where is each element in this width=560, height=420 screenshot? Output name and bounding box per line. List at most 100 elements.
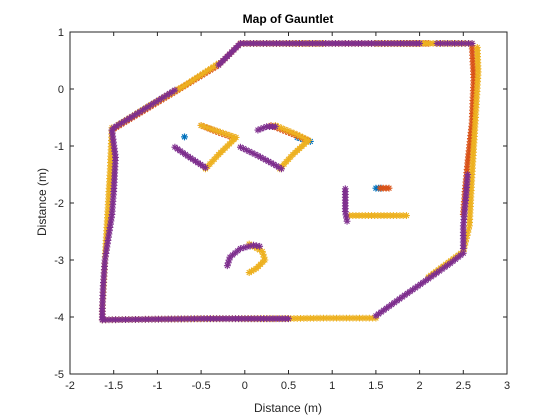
- scatter-point: [401, 291, 409, 299]
- scatter-point: [271, 123, 279, 131]
- scatter-point: [284, 127, 292, 135]
- scatter-point: [251, 150, 259, 158]
- x-axis: -2 -1.5 -1 -0.5 0 0.5 1 1.5 2 2.5 3: [65, 32, 510, 392]
- scatter-point: [182, 80, 190, 88]
- scatter-point: [199, 70, 206, 78]
- scatter-point: [193, 73, 201, 81]
- scatter-point: [210, 126, 218, 134]
- scatter-point: [190, 75, 198, 83]
- y-tick-label: -4: [54, 312, 64, 324]
- scatter-point: [250, 266, 258, 274]
- y-tick-label: 0: [58, 84, 64, 96]
- scatter-point: [168, 88, 176, 96]
- scatter-point: [406, 288, 414, 295]
- y-tick-label: 1: [58, 27, 64, 39]
- scatter-point: [197, 161, 204, 168]
- scatter-point: [441, 263, 449, 271]
- scatter-point: [424, 275, 432, 283]
- scatter-point: [264, 157, 272, 165]
- scatter-point: [163, 91, 171, 99]
- scatter-point: [118, 119, 125, 127]
- scatter-point: [120, 117, 128, 125]
- scatter-point: [464, 228, 472, 236]
- scatter-point: [204, 66, 212, 74]
- scatter-point: [427, 273, 435, 281]
- scatter-point: [248, 149, 256, 157]
- scatter-point: [131, 111, 139, 119]
- scatter-point: [197, 122, 205, 129]
- scatter-point: [123, 116, 131, 124]
- scatter-point: [237, 245, 244, 252]
- scatter-point: [459, 249, 467, 257]
- scatter-point: [209, 63, 217, 71]
- scatter-point: [177, 84, 185, 92]
- scatter-point: [115, 121, 123, 128]
- scatter-point: [174, 85, 182, 93]
- scatter-point: [179, 149, 187, 157]
- scatter-point: [133, 109, 141, 117]
- scatter-point: [422, 277, 430, 285]
- scatter-point: [259, 155, 267, 162]
- scatter-point: [176, 147, 184, 155]
- scatter-point: [147, 101, 155, 109]
- scatter-point: [447, 40, 455, 47]
- x-tick-label: -1: [153, 380, 163, 392]
- scatter-point: [275, 163, 283, 171]
- scatter-point: [454, 40, 462, 47]
- y-tick-label: -2: [54, 198, 64, 210]
- scatter-point: [416, 40, 423, 47]
- scatter-point: [468, 40, 476, 47]
- scatter-point: [256, 242, 264, 250]
- x-tick-label: 3: [504, 380, 510, 392]
- scatter-point: [158, 95, 165, 102]
- scatter-point: [126, 114, 133, 122]
- scatter-point: [171, 143, 179, 151]
- scatter-point: [256, 246, 264, 254]
- scatter-point: [192, 157, 199, 165]
- scatter-point: [258, 248, 266, 255]
- scatter-point: [342, 211, 350, 219]
- x-tick-label: -1.5: [104, 380, 123, 392]
- x-tick-label: 0: [242, 380, 248, 392]
- scatter-point: [166, 90, 173, 97]
- scatter-point: [270, 160, 278, 168]
- scatter-point: [250, 241, 257, 249]
- scatter-point: [444, 261, 451, 269]
- scatter-point: [223, 262, 231, 270]
- scatter-point: [174, 145, 181, 153]
- scatter-point: [398, 293, 406, 301]
- x-tick-label: 1.5: [368, 380, 383, 392]
- scatter-point: [385, 184, 393, 192]
- scatter-point: [461, 40, 469, 47]
- scatter-point: [240, 244, 248, 252]
- scatter-point: [112, 122, 120, 130]
- scatter-point: [403, 290, 411, 297]
- scatter-point: [343, 214, 350, 222]
- scatter-point: [465, 225, 473, 233]
- scatter-point: [302, 135, 310, 143]
- y-tick-label: -5: [54, 369, 64, 381]
- scatter-point: [202, 164, 209, 172]
- scatter-point: [242, 146, 250, 154]
- scatter-point: [433, 40, 441, 47]
- scatter-point: [207, 65, 214, 73]
- scatter-point: [438, 265, 446, 273]
- x-tick-label: 2: [417, 380, 423, 392]
- scatter-point: [290, 129, 298, 137]
- scatter-point: [343, 217, 351, 225]
- scatter-point: [417, 280, 424, 288]
- scatter-point: [458, 40, 465, 47]
- scatter-point: [152, 98, 160, 106]
- scatter-point: [473, 43, 481, 51]
- scatter-point: [128, 113, 136, 120]
- scatter-point: [245, 148, 253, 155]
- scatter-point: [437, 40, 444, 47]
- scatter-point: [279, 126, 287, 134]
- scatter-point: [199, 162, 207, 170]
- scatter-point: [188, 77, 196, 85]
- scatter-point: [254, 152, 262, 160]
- scatter-point: [220, 129, 227, 137]
- scatter-point: [200, 123, 208, 131]
- scatter-point: [403, 212, 410, 219]
